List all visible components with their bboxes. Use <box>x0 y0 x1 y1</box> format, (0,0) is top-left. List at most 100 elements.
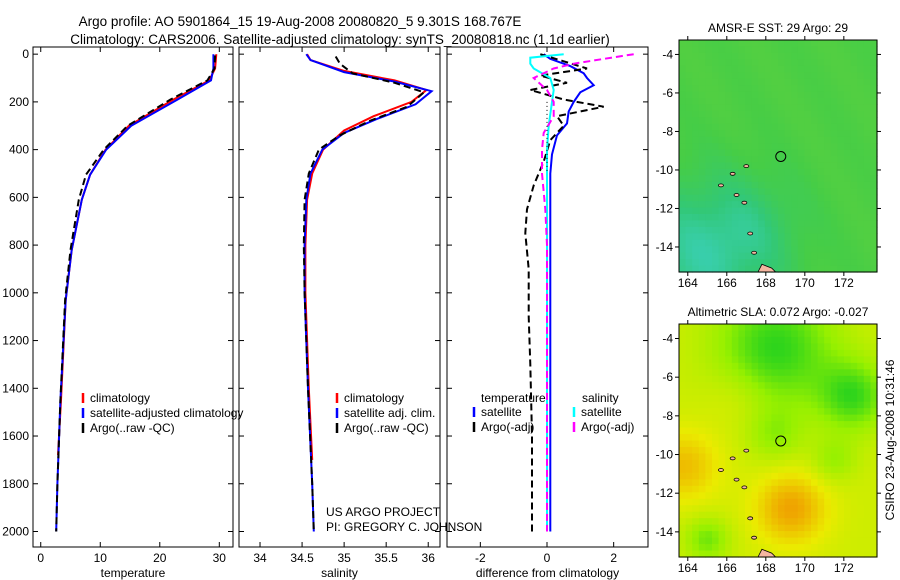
heatmap-cell <box>679 395 687 403</box>
y-tick-label: -12 <box>656 486 674 500</box>
heatmap-cell <box>758 356 766 364</box>
heatmap-cell <box>758 98 766 106</box>
heatmap-cell <box>712 175 720 183</box>
heatmap-cell <box>718 427 726 435</box>
heatmap-cell <box>698 382 706 390</box>
heatmap-cell <box>778 175 786 183</box>
heatmap-cell <box>863 453 871 461</box>
heatmap-cell <box>804 544 812 552</box>
heatmap-cell <box>712 324 720 332</box>
heatmap-cell <box>692 453 700 461</box>
heatmap-cell <box>764 220 772 228</box>
heatmap-cell <box>817 149 825 157</box>
heatmap-cell <box>751 265 759 273</box>
heatmap-cell <box>764 214 772 222</box>
heatmap-cell <box>837 214 845 222</box>
heatmap-cell <box>870 479 878 487</box>
heatmap-cell <box>804 479 812 487</box>
heatmap-cell <box>811 388 819 396</box>
heatmap-cell <box>712 181 720 189</box>
heatmap-cell <box>811 401 819 409</box>
y-tick-label: 1000 <box>2 286 29 300</box>
heatmap-cell <box>738 531 746 539</box>
heatmap-cell <box>705 59 713 67</box>
heatmap-cell <box>712 369 720 377</box>
heatmap-cell <box>778 149 786 157</box>
heatmap-cell <box>731 434 739 442</box>
heatmap-cell <box>797 524 805 532</box>
heatmap-cell <box>870 91 878 99</box>
heatmap-cell <box>797 369 805 377</box>
heatmap-cell <box>844 472 852 480</box>
heatmap-cell <box>751 149 759 157</box>
heatmap-cell <box>705 98 713 106</box>
heatmap-cell <box>850 343 858 351</box>
heatmap-cell <box>811 421 819 429</box>
heatmap-cell <box>817 537 825 545</box>
heatmap-cell <box>857 395 865 403</box>
heatmap-cell <box>857 440 865 448</box>
heatmap-cell <box>718 362 726 370</box>
heatmap-cell <box>751 375 759 383</box>
heatmap-cell <box>817 130 825 138</box>
heatmap-cell <box>791 492 799 500</box>
heatmap-cell <box>791 375 799 383</box>
heatmap-cell <box>870 324 878 332</box>
heatmap-cell <box>698 349 706 357</box>
heatmap-cell <box>778 453 786 461</box>
heatmap-cell <box>764 459 772 467</box>
heatmap-cell <box>745 537 753 545</box>
heatmap-cell <box>771 246 779 254</box>
heatmap-cell <box>870 104 878 112</box>
heatmap-cell <box>705 330 713 338</box>
heatmap-cell <box>698 78 706 86</box>
heatmap-cell <box>698 408 706 416</box>
heatmap-cell <box>850 498 858 506</box>
heatmap-cell <box>844 162 852 170</box>
heatmap-cell <box>758 110 766 118</box>
x-tick-label: -2 <box>475 551 486 565</box>
heatmap-cell <box>745 143 753 151</box>
heatmap-cell <box>824 188 832 196</box>
heatmap-cell <box>850 330 858 338</box>
heatmap-cell <box>685 110 693 118</box>
heatmap-cell <box>771 524 779 532</box>
heatmap-cell <box>685 130 693 138</box>
heatmap-cell <box>685 156 693 164</box>
heatmap-cell <box>811 518 819 526</box>
heatmap-cell <box>797 239 805 247</box>
heatmap-cell <box>824 544 832 552</box>
heatmap-cell <box>791 214 799 222</box>
heatmap-cell <box>738 136 746 144</box>
heatmap-cell <box>738 369 746 377</box>
heatmap-cell <box>778 492 786 500</box>
heatmap-cell <box>771 46 779 54</box>
heatmap-cell <box>844 446 852 455</box>
heatmap-cell <box>712 85 720 93</box>
heatmap-cell <box>745 511 753 519</box>
heatmap-cell <box>811 201 819 209</box>
heatmap-cell <box>863 136 871 144</box>
heatmap-cell <box>771 52 779 60</box>
heatmap-cell <box>758 207 766 215</box>
heatmap-cell <box>863 479 871 487</box>
y-tick-label: -4 <box>662 332 673 346</box>
heatmap-cell <box>751 175 759 183</box>
heatmap-cell <box>679 375 687 383</box>
heatmap-cell <box>817 226 825 234</box>
heatmap-cell <box>778 40 786 48</box>
heatmap-cell <box>804 349 812 357</box>
heatmap-cell <box>850 226 858 234</box>
heatmap-cell <box>705 459 713 467</box>
heatmap-cell <box>870 524 878 532</box>
heatmap-cell <box>811 85 819 93</box>
heatmap-cell <box>850 117 858 125</box>
heatmap-cell <box>731 117 739 125</box>
heatmap-cell <box>804 362 812 370</box>
heatmap-cell <box>698 537 706 545</box>
heatmap-cell <box>692 349 700 357</box>
heatmap-cell <box>758 168 766 176</box>
heatmap-cell <box>870 550 878 558</box>
heatmap-cell <box>778 59 786 67</box>
heatmap-cell <box>857 434 865 442</box>
